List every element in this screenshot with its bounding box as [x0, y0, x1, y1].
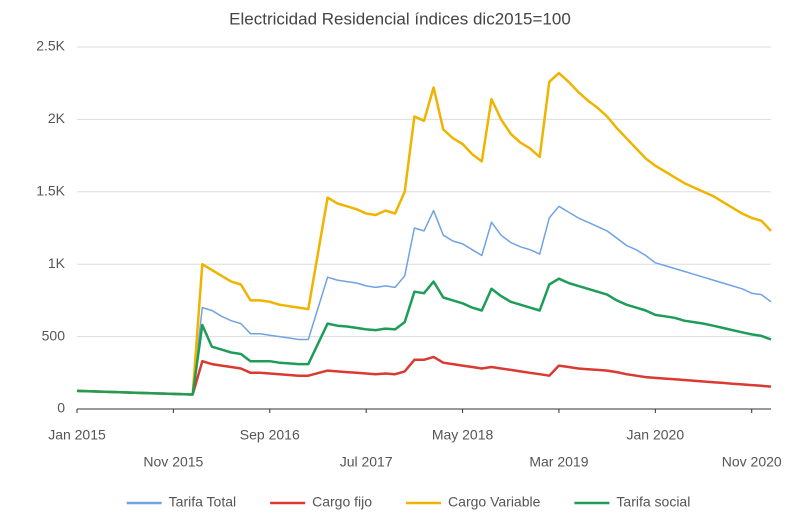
- legend-label: Cargo Variable: [448, 494, 541, 510]
- legend: Tarifa Total Cargo fijo Cargo Variable Tari…: [126, 494, 690, 510]
- x-tick-label: Mar 2019: [529, 454, 588, 470]
- legend-label: Tarifa Total: [169, 494, 236, 510]
- y-tick-label: 2K: [48, 110, 66, 126]
- x-tick-label: Jul 2017: [340, 454, 393, 470]
- y-tick-label: 1K: [48, 255, 66, 271]
- x-tick-label: Nov 2020: [722, 454, 782, 470]
- y-tick-label: 0: [57, 400, 65, 416]
- series-line: [76, 205, 772, 396]
- y-tick-label: 500: [42, 327, 66, 343]
- series-line: [76, 277, 772, 396]
- x-tick-label: Sep 2016: [240, 427, 300, 443]
- y-tick-label: 1.5K: [36, 183, 65, 199]
- series-line: [76, 355, 772, 396]
- x-tick-label: Jan 2020: [627, 427, 685, 443]
- y-tick-label: 2.5K: [36, 38, 65, 54]
- legend-label: Cargo fijo: [312, 494, 372, 510]
- x-tick-label: May 2018: [432, 427, 494, 443]
- chart-title: Electricidad Residencial índices dic2015…: [229, 9, 571, 28]
- x-tick-label: Jan 2015: [48, 427, 106, 443]
- series-line: [76, 71, 772, 396]
- x-tick-label: Nov 2015: [143, 454, 203, 470]
- legend-label: Tarifa social: [616, 494, 690, 510]
